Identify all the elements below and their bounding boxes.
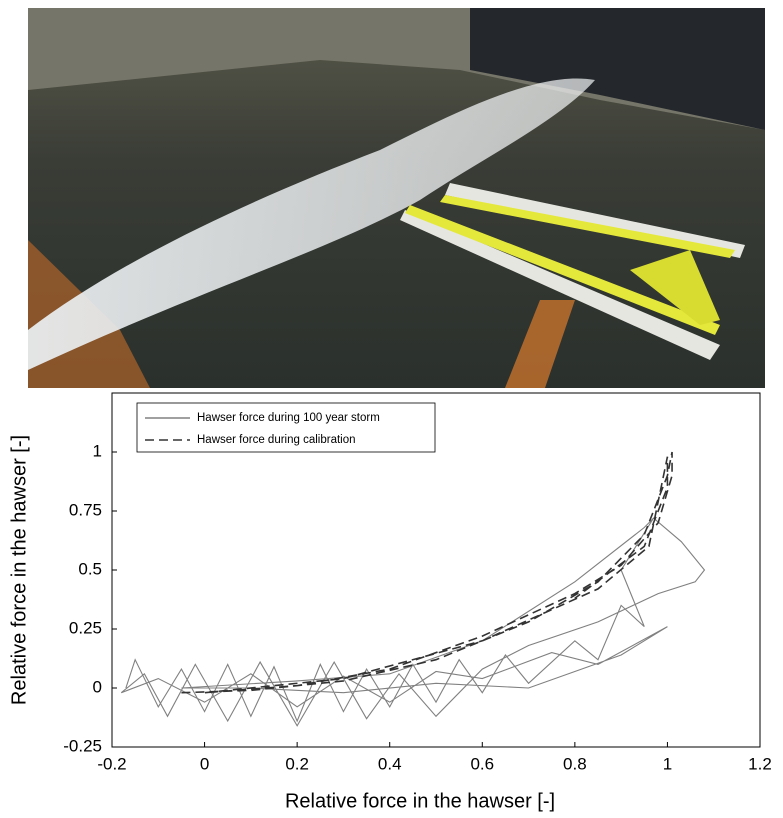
chart: Relative force in the hawser [-] Relativ…	[8, 392, 772, 812]
legend-label: Hawser force during 100 year storm	[197, 412, 380, 424]
basin-wall-dark	[470, 8, 765, 130]
float	[400, 210, 720, 360]
spray	[28, 78, 595, 370]
y-axis-label: Relative force in the hawser [-]	[8, 435, 30, 705]
x-tick-label: 0.8	[563, 754, 587, 773]
series-line	[181, 451, 673, 694]
y-tick-label: 0.5	[78, 559, 102, 578]
frame	[405, 205, 720, 335]
x-axis-label: Relative force in the hawser [-]	[285, 790, 555, 812]
x-tick-label: 0.6	[470, 754, 494, 773]
y-tick-label: 0.25	[69, 618, 102, 637]
x-tick-label: 1.2	[748, 754, 772, 773]
y-tick-label: 1	[93, 441, 102, 460]
legend-label: Hawser force during calibration	[197, 434, 356, 446]
x-tick-label: 1	[663, 754, 672, 773]
x-tick-label: 0.4	[378, 754, 402, 773]
y-tick-label: -0.25	[63, 736, 102, 755]
x-tick-label: -0.2	[97, 754, 126, 773]
legend	[136, 402, 436, 453]
y-tick-label: 0.75	[69, 500, 102, 519]
series-line	[120, 517, 706, 727]
x-tick-label: 0.2	[285, 754, 309, 773]
orange-line	[505, 300, 575, 388]
photo	[28, 8, 765, 388]
x-tick-label: 0	[200, 754, 209, 773]
y-tick-label: 0	[93, 677, 102, 696]
frame	[440, 195, 735, 258]
frame	[630, 250, 720, 325]
